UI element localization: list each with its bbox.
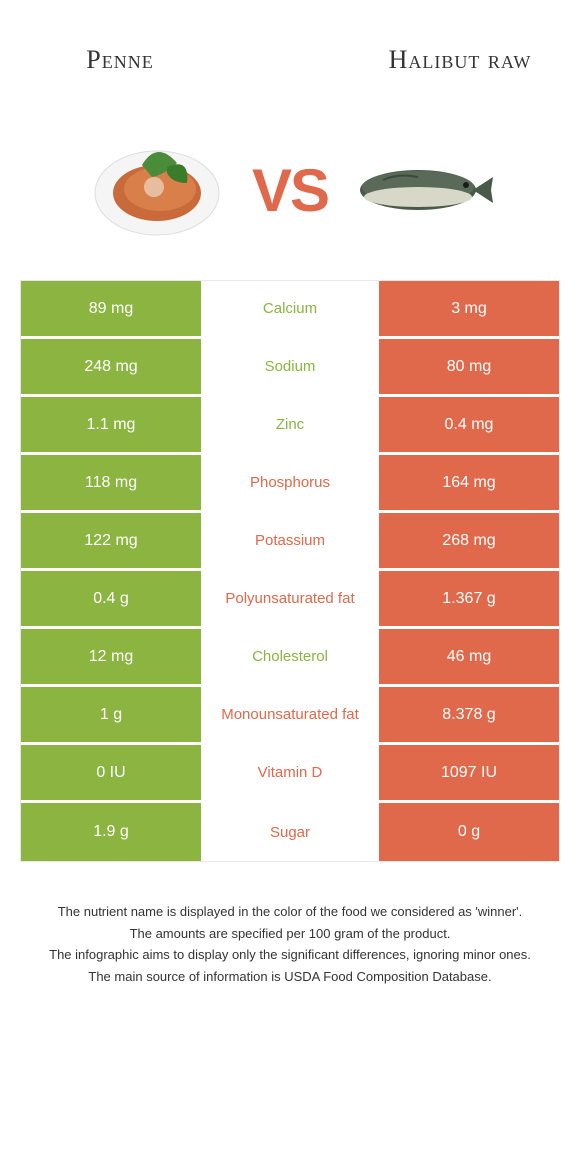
left-value: 89 mg xyxy=(21,281,201,336)
footer-line: The amounts are specified per 100 gram o… xyxy=(30,924,550,944)
footer-notes: The nutrient name is displayed in the co… xyxy=(30,902,550,986)
vs-label: VS xyxy=(252,156,328,225)
table-row: 0 IU Vitamin D 1097 IU xyxy=(21,745,559,803)
right-food-title: Halibut raw xyxy=(340,44,580,75)
table-row: 122 mg Potassium 268 mg xyxy=(21,513,559,571)
footer-line: The infographic aims to display only the… xyxy=(30,945,550,965)
table-row: 1.1 mg Zinc 0.4 mg xyxy=(21,397,559,455)
right-value: 8.378 g xyxy=(379,687,559,742)
table-row: 1.9 g Sugar 0 g xyxy=(21,803,559,861)
table-row: 1 g Monounsaturated fat 8.378 g xyxy=(21,687,559,745)
table-row: 12 mg Cholesterol 46 mg xyxy=(21,629,559,687)
right-value: 1097 IU xyxy=(379,745,559,800)
right-value: 164 mg xyxy=(379,455,559,510)
left-value: 248 mg xyxy=(21,339,201,394)
vs-row: VS xyxy=(0,120,580,260)
right-value: 268 mg xyxy=(379,513,559,568)
right-food-image xyxy=(348,135,498,245)
left-value: 1.1 mg xyxy=(21,397,201,452)
footer-line: The main source of information is USDA F… xyxy=(30,967,550,987)
left-value: 122 mg xyxy=(21,513,201,568)
nutrient-label: Sugar xyxy=(201,803,379,861)
left-value: 0 IU xyxy=(21,745,201,800)
header: Penne Halibut raw xyxy=(0,0,580,120)
nutrient-label: Zinc xyxy=(201,397,379,452)
table-row: 118 mg Phosphorus 164 mg xyxy=(21,455,559,513)
right-value: 46 mg xyxy=(379,629,559,684)
right-value: 80 mg xyxy=(379,339,559,394)
left-food-title: Penne xyxy=(0,44,240,75)
left-value: 1.9 g xyxy=(21,803,201,861)
nutrient-label: Monounsaturated fat xyxy=(201,687,379,742)
right-value: 0 g xyxy=(379,803,559,861)
left-value: 12 mg xyxy=(21,629,201,684)
nutrient-label: Sodium xyxy=(201,339,379,394)
nutrient-label: Polyunsaturated fat xyxy=(201,571,379,626)
nutrient-label: Phosphorus xyxy=(201,455,379,510)
table-row: 248 mg Sodium 80 mg xyxy=(21,339,559,397)
table-row: 0.4 g Polyunsaturated fat 1.367 g xyxy=(21,571,559,629)
left-value: 1 g xyxy=(21,687,201,742)
left-value: 0.4 g xyxy=(21,571,201,626)
footer-line: The nutrient name is displayed in the co… xyxy=(30,902,550,922)
nutrient-label: Cholesterol xyxy=(201,629,379,684)
nutrient-label: Potassium xyxy=(201,513,379,568)
nutrient-label: Vitamin D xyxy=(201,745,379,800)
right-value: 3 mg xyxy=(379,281,559,336)
left-food-image xyxy=(82,135,232,245)
comparison-table: 89 mg Calcium 3 mg 248 mg Sodium 80 mg 1… xyxy=(20,280,560,862)
right-value: 0.4 mg xyxy=(379,397,559,452)
left-value: 118 mg xyxy=(21,455,201,510)
right-value: 1.367 g xyxy=(379,571,559,626)
table-row: 89 mg Calcium 3 mg xyxy=(21,281,559,339)
nutrient-label: Calcium xyxy=(201,281,379,336)
